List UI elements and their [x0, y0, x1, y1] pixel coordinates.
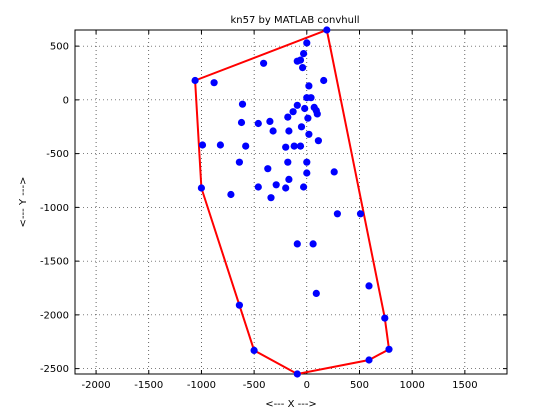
y-tick-label: 0 — [63, 95, 69, 106]
data-point — [303, 158, 311, 166]
data-point — [320, 76, 328, 85]
x-tick-label: -2000 — [82, 380, 111, 391]
data-point — [272, 181, 280, 189]
data-points — [191, 26, 393, 378]
data-point — [305, 82, 313, 90]
data-point — [356, 210, 365, 218]
data-point — [312, 289, 320, 297]
grid-lines — [75, 30, 507, 374]
data-point — [293, 101, 301, 109]
x-tick-label: -1000 — [187, 380, 216, 391]
data-point — [365, 356, 373, 364]
data-point — [293, 370, 301, 378]
data-point — [309, 240, 317, 248]
data-point — [301, 104, 309, 113]
y-tick-label: -500 — [46, 149, 69, 160]
data-point — [284, 158, 292, 166]
data-point — [198, 141, 207, 149]
data-point — [307, 94, 315, 102]
data-point — [285, 127, 293, 135]
data-point — [290, 142, 298, 150]
data-point — [260, 59, 268, 67]
data-point — [385, 345, 393, 353]
data-point — [237, 118, 246, 127]
data-point — [330, 168, 338, 176]
y-axis-label: <--- Y ---> — [18, 177, 29, 228]
x-tick-label: -1500 — [134, 380, 163, 391]
convex-hull-line — [194, 28, 391, 376]
chart-title: kn57 by MATLAB convhull — [230, 15, 359, 26]
data-point — [305, 130, 313, 138]
data-point — [210, 79, 218, 87]
y-tick-label: -1000 — [40, 203, 69, 214]
data-point — [297, 123, 306, 131]
x-tick-labels: -2000 -1500 -1000 -500 0 500 1000 1500 — [82, 380, 478, 391]
data-point — [235, 158, 243, 166]
data-point — [250, 346, 258, 354]
data-point — [267, 194, 275, 202]
data-point — [285, 175, 293, 183]
data-point — [238, 100, 247, 108]
y-tick-label: 500 — [50, 42, 69, 53]
data-point — [264, 165, 272, 173]
data-point — [266, 117, 274, 125]
x-tick-label: 500 — [350, 380, 369, 391]
data-point — [303, 169, 311, 177]
data-point — [296, 142, 305, 150]
data-point — [313, 110, 321, 118]
data-point — [381, 314, 389, 322]
data-point — [303, 39, 311, 47]
y-tick-label: -2000 — [40, 310, 69, 321]
data-point — [300, 50, 308, 58]
y-tick-label: -2500 — [40, 364, 69, 375]
data-point — [227, 190, 235, 199]
data-point — [300, 183, 308, 191]
data-point — [242, 142, 250, 150]
x-tick-label: -500 — [243, 380, 266, 391]
data-point — [254, 119, 262, 128]
data-point — [293, 240, 301, 248]
plot-area-frame — [74, 29, 508, 375]
x-tick-label: 0 — [304, 380, 310, 391]
data-point — [289, 108, 297, 116]
data-point — [282, 143, 290, 151]
data-point — [299, 64, 307, 72]
data-point — [235, 301, 243, 309]
data-point — [323, 26, 331, 34]
data-point — [333, 210, 341, 218]
data-point — [314, 137, 322, 145]
data-point — [304, 114, 312, 122]
x-tick-label: 1000 — [399, 380, 424, 391]
y-tick-label: -1500 — [40, 257, 69, 268]
axis-ticks — [75, 30, 507, 374]
data-point — [296, 56, 305, 64]
y-tick-labels: -2500 -2000 -1500 -1000 -500 0 500 — [40, 42, 69, 376]
data-point — [197, 184, 205, 192]
data-point — [216, 141, 224, 149]
data-point — [365, 282, 373, 290]
data-point — [254, 183, 262, 191]
data-point — [282, 184, 290, 192]
x-tick-label: 1500 — [452, 380, 477, 391]
x-axis-label: <--- X ---> — [265, 399, 317, 410]
data-point — [191, 76, 199, 85]
data-point — [284, 113, 292, 121]
data-point — [269, 127, 277, 135]
